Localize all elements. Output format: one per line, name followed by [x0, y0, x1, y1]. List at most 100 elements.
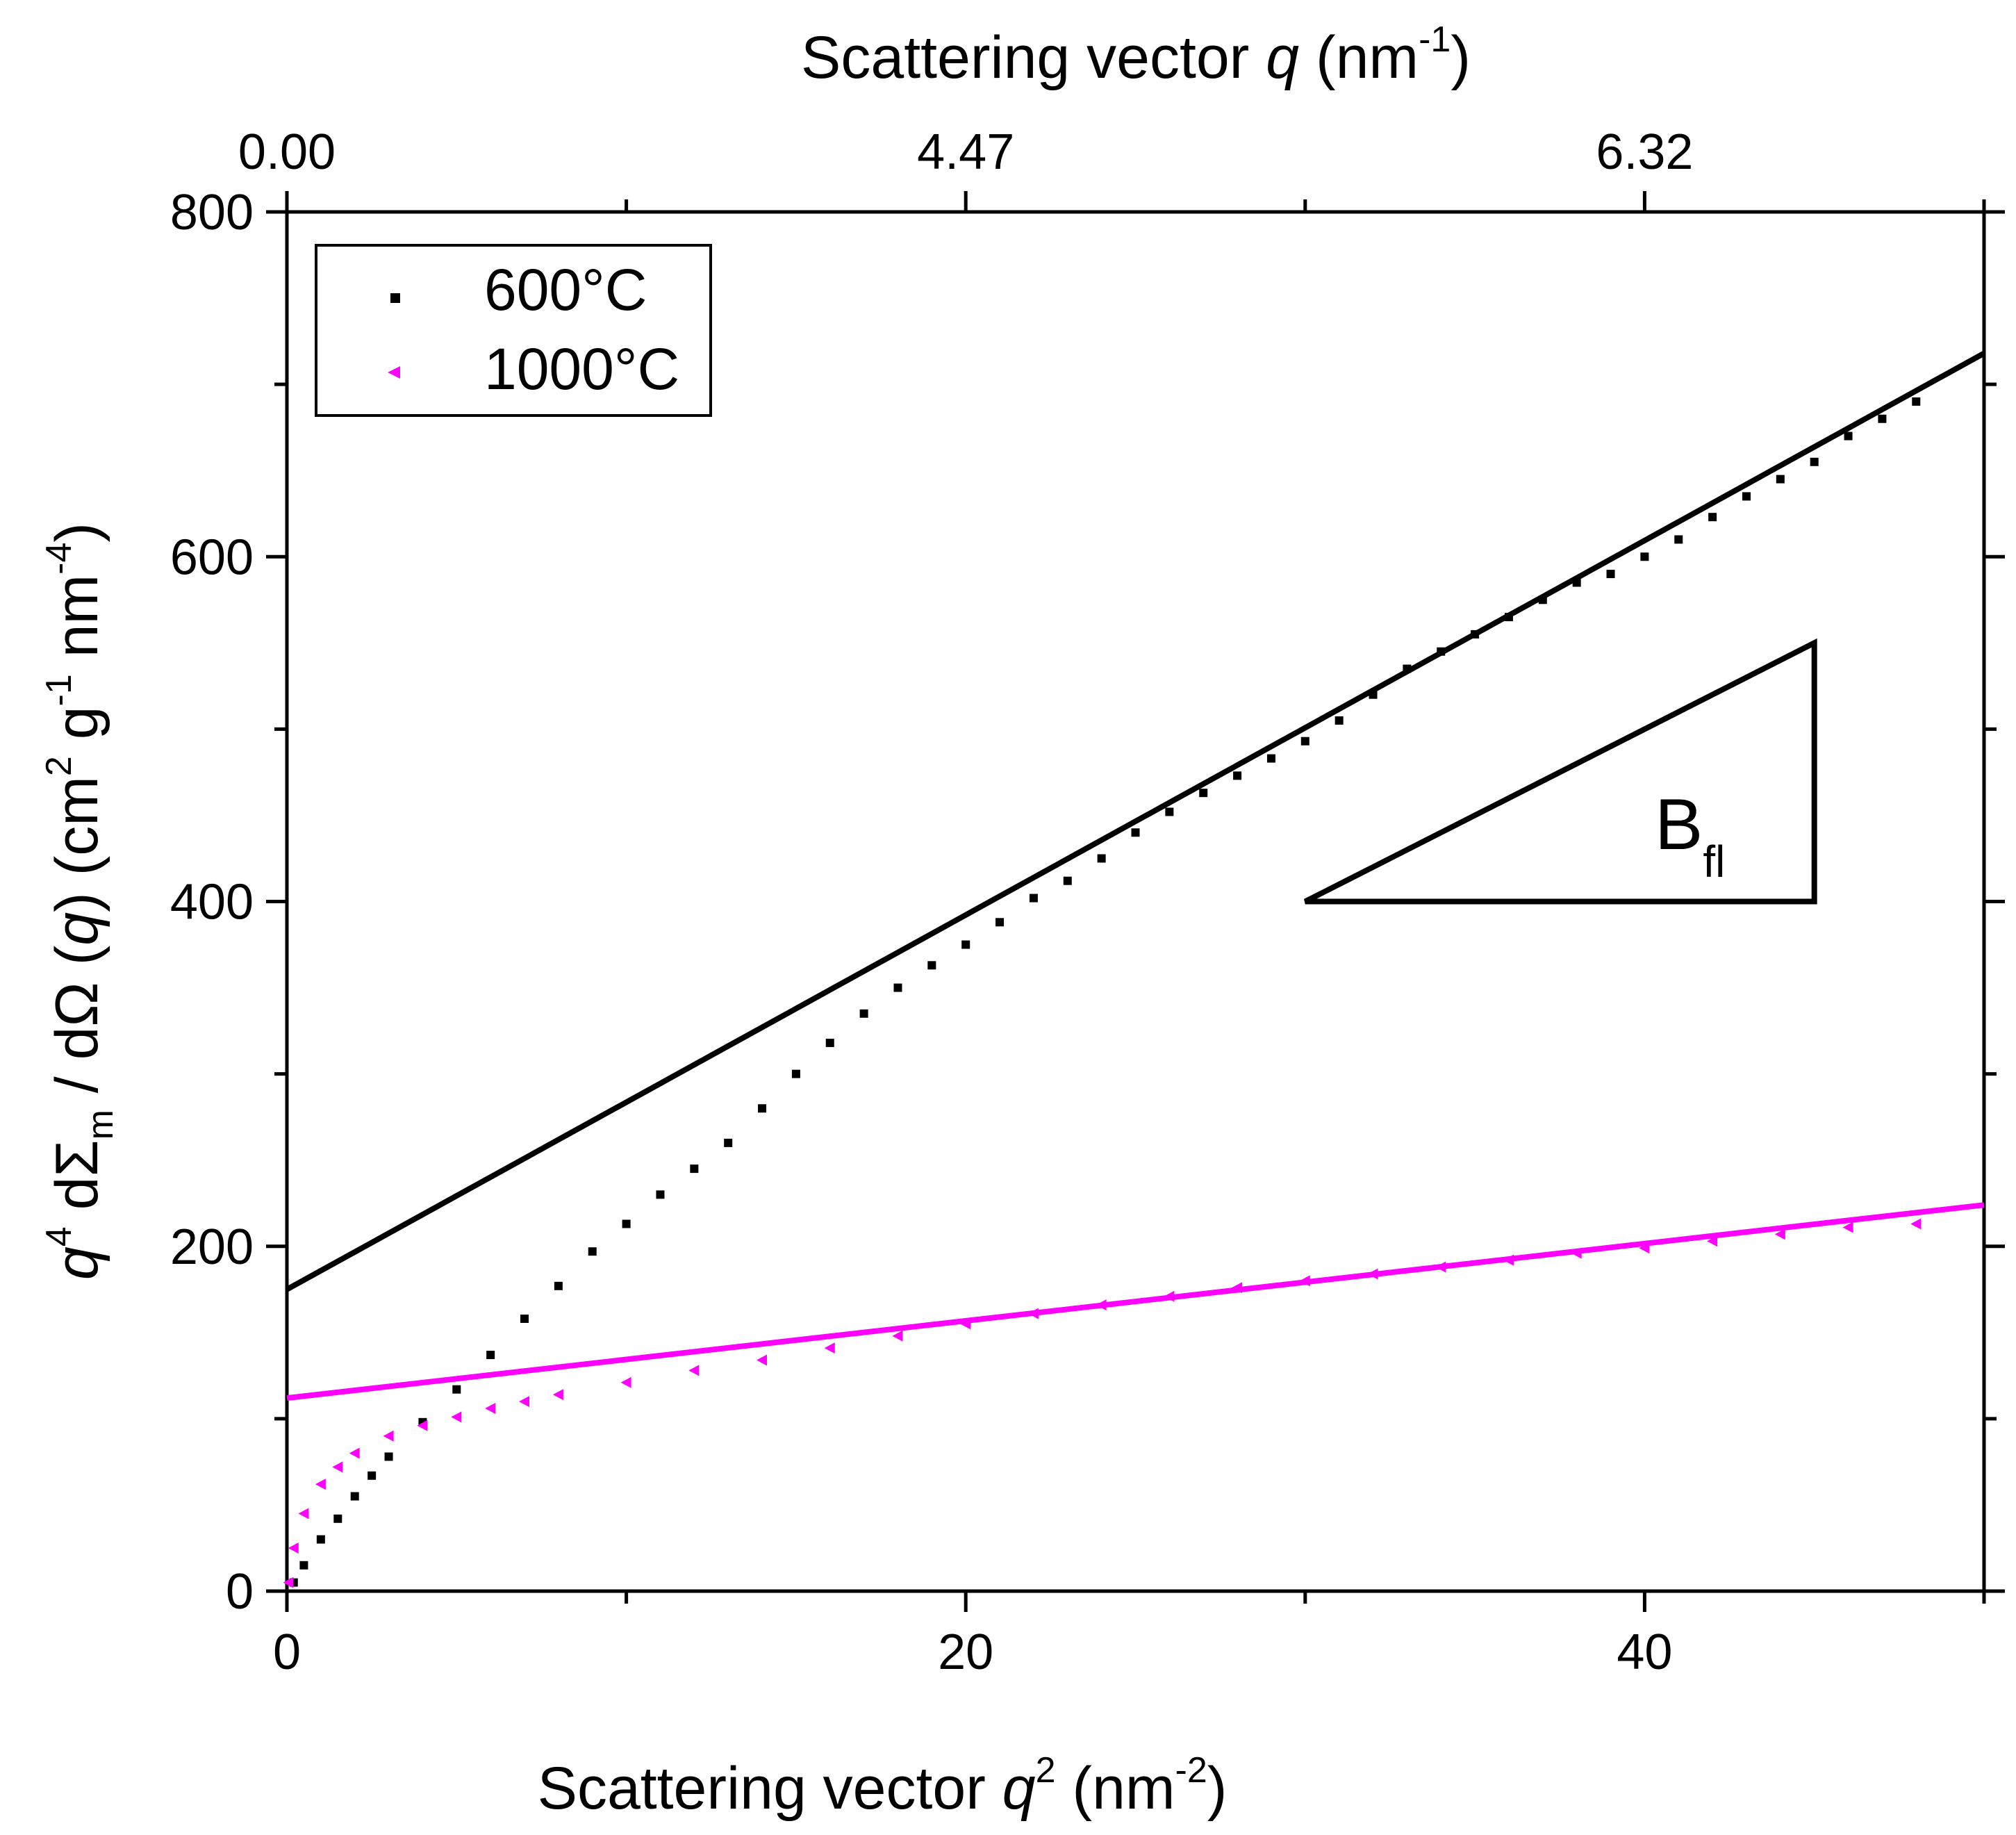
series-600-point [1810, 457, 1819, 466]
fit-line-1000 [286, 1202, 1985, 1401]
legend-label-1000: 1000°C [484, 336, 679, 402]
series-600-point [1131, 828, 1140, 837]
series-600-point [758, 1104, 767, 1113]
series-1000-point [620, 1376, 631, 1388]
series-1000-point [298, 1508, 309, 1520]
slope-label-sub: fl [1703, 837, 1725, 887]
y-tick-label: 800 [170, 185, 254, 240]
series-1000-point [451, 1411, 462, 1423]
y-tick-label: 400 [170, 875, 254, 930]
left-axis-tick-labels: 0 200 400 600 800 [170, 185, 254, 1620]
series-600-point [333, 1514, 342, 1523]
series-1000-point [417, 1420, 428, 1431]
series-600-point [961, 940, 970, 949]
series-1000-point [552, 1389, 563, 1401]
series-600-point [995, 918, 1005, 927]
series-600-point [1844, 431, 1853, 441]
y-tick-label: 0 [226, 1564, 254, 1620]
series-600-point [588, 1247, 597, 1256]
top-tick-label: 0.00 [238, 124, 336, 180]
series-600-point [418, 1417, 427, 1426]
series-1000-point [288, 1542, 299, 1554]
x-tick-label: 0 [273, 1624, 301, 1680]
series-600-point [1742, 492, 1751, 501]
series-600-point [1776, 475, 1785, 484]
series-1000-point [383, 1430, 394, 1442]
series-1000-point [1774, 1228, 1785, 1240]
x-tick-label: 40 [1617, 1624, 1672, 1680]
series-1000-point [1910, 1218, 1922, 1230]
series-600-point [316, 1535, 325, 1544]
series-1000-point [1842, 1221, 1853, 1233]
series-600-point [350, 1492, 359, 1501]
series-600-point [1199, 789, 1208, 798]
legend-label-600: 600°C [484, 257, 647, 322]
series-600-point [520, 1314, 529, 1323]
top-axis-ticks [285, 191, 1986, 212]
bottom-axis-tick-labels: 0 20 40 [273, 1624, 1672, 1680]
series-600-point [554, 1281, 563, 1290]
slope-triangle [1303, 638, 1817, 905]
series-1000-point [519, 1396, 530, 1408]
slope-label-main: B [1655, 784, 1703, 865]
series-1000-point [688, 1365, 700, 1376]
legend-marker-1000 [388, 366, 400, 379]
legend: 600°C 1000°C [315, 244, 712, 417]
series-600-point [893, 983, 902, 992]
series-1000-point [283, 1577, 294, 1588]
series-600-point [1878, 414, 1887, 423]
data-markers [283, 397, 1922, 1588]
series-1000-point [349, 1447, 360, 1459]
series-600-point [1233, 771, 1242, 780]
fit-lines [286, 350, 1985, 1401]
series-600-point [724, 1138, 733, 1147]
series-1000-point [824, 1342, 835, 1354]
series-600-point [825, 1038, 834, 1047]
fit-line-600 [286, 350, 1985, 1292]
y-tick-label: 200 [170, 1219, 254, 1275]
series-600-point [1335, 716, 1344, 725]
series-600-point [1097, 854, 1106, 863]
bottom-axis-title: Scattering vector q2 (nm-2) [538, 1750, 1228, 1822]
series-600-point [1640, 552, 1649, 561]
left-axis-ticks [266, 210, 287, 1593]
series-1000-point [892, 1330, 903, 1342]
x-tick-label: 20 [938, 1624, 993, 1680]
legend-box [315, 244, 712, 417]
series-1000-point [485, 1402, 496, 1414]
series-1000-point [332, 1461, 343, 1473]
series-600-point [1063, 876, 1072, 885]
series-600-point [452, 1385, 461, 1394]
series-600-point [791, 1069, 800, 1078]
series-600-point [367, 1471, 377, 1480]
y-tick-label: 600 [170, 529, 254, 585]
series-600-point [486, 1351, 495, 1360]
series-600-point [299, 1561, 308, 1570]
series-600-point [1606, 570, 1615, 579]
top-axis-title: Scattering vector q (nm-1) [801, 19, 1471, 91]
series-600-point [1674, 535, 1683, 544]
series-600-point [384, 1452, 393, 1461]
series-1000-point [315, 1479, 326, 1490]
series-600-point [927, 961, 936, 970]
legend-marker-600 [390, 293, 400, 303]
top-tick-label: 6.32 [1596, 124, 1693, 180]
series-600-point [1912, 397, 1921, 406]
series-600-point [1300, 737, 1309, 746]
slope-label: Bfl [1655, 784, 1725, 887]
series-600-point [859, 1009, 868, 1018]
series-600-point [1165, 807, 1174, 816]
left-axis-title: q4 dΣm / dΩ (q) (cm2 g-1 nm-4) [39, 522, 121, 1280]
right-axis-ticks [1984, 210, 2005, 1593]
series-600-point [1029, 894, 1038, 903]
series-1000-point [757, 1354, 768, 1366]
top-axis-tick-labels: 0.00 4.47 6.32 [238, 124, 1694, 180]
top-tick-label: 4.47 [917, 124, 1014, 180]
series-600-point [656, 1190, 665, 1199]
series-600-point [1708, 513, 1717, 522]
series-600-point [1266, 754, 1275, 763]
bottom-axis-ticks [285, 1591, 1986, 1612]
series-600-point [622, 1219, 631, 1228]
series-600-point [690, 1165, 699, 1174]
